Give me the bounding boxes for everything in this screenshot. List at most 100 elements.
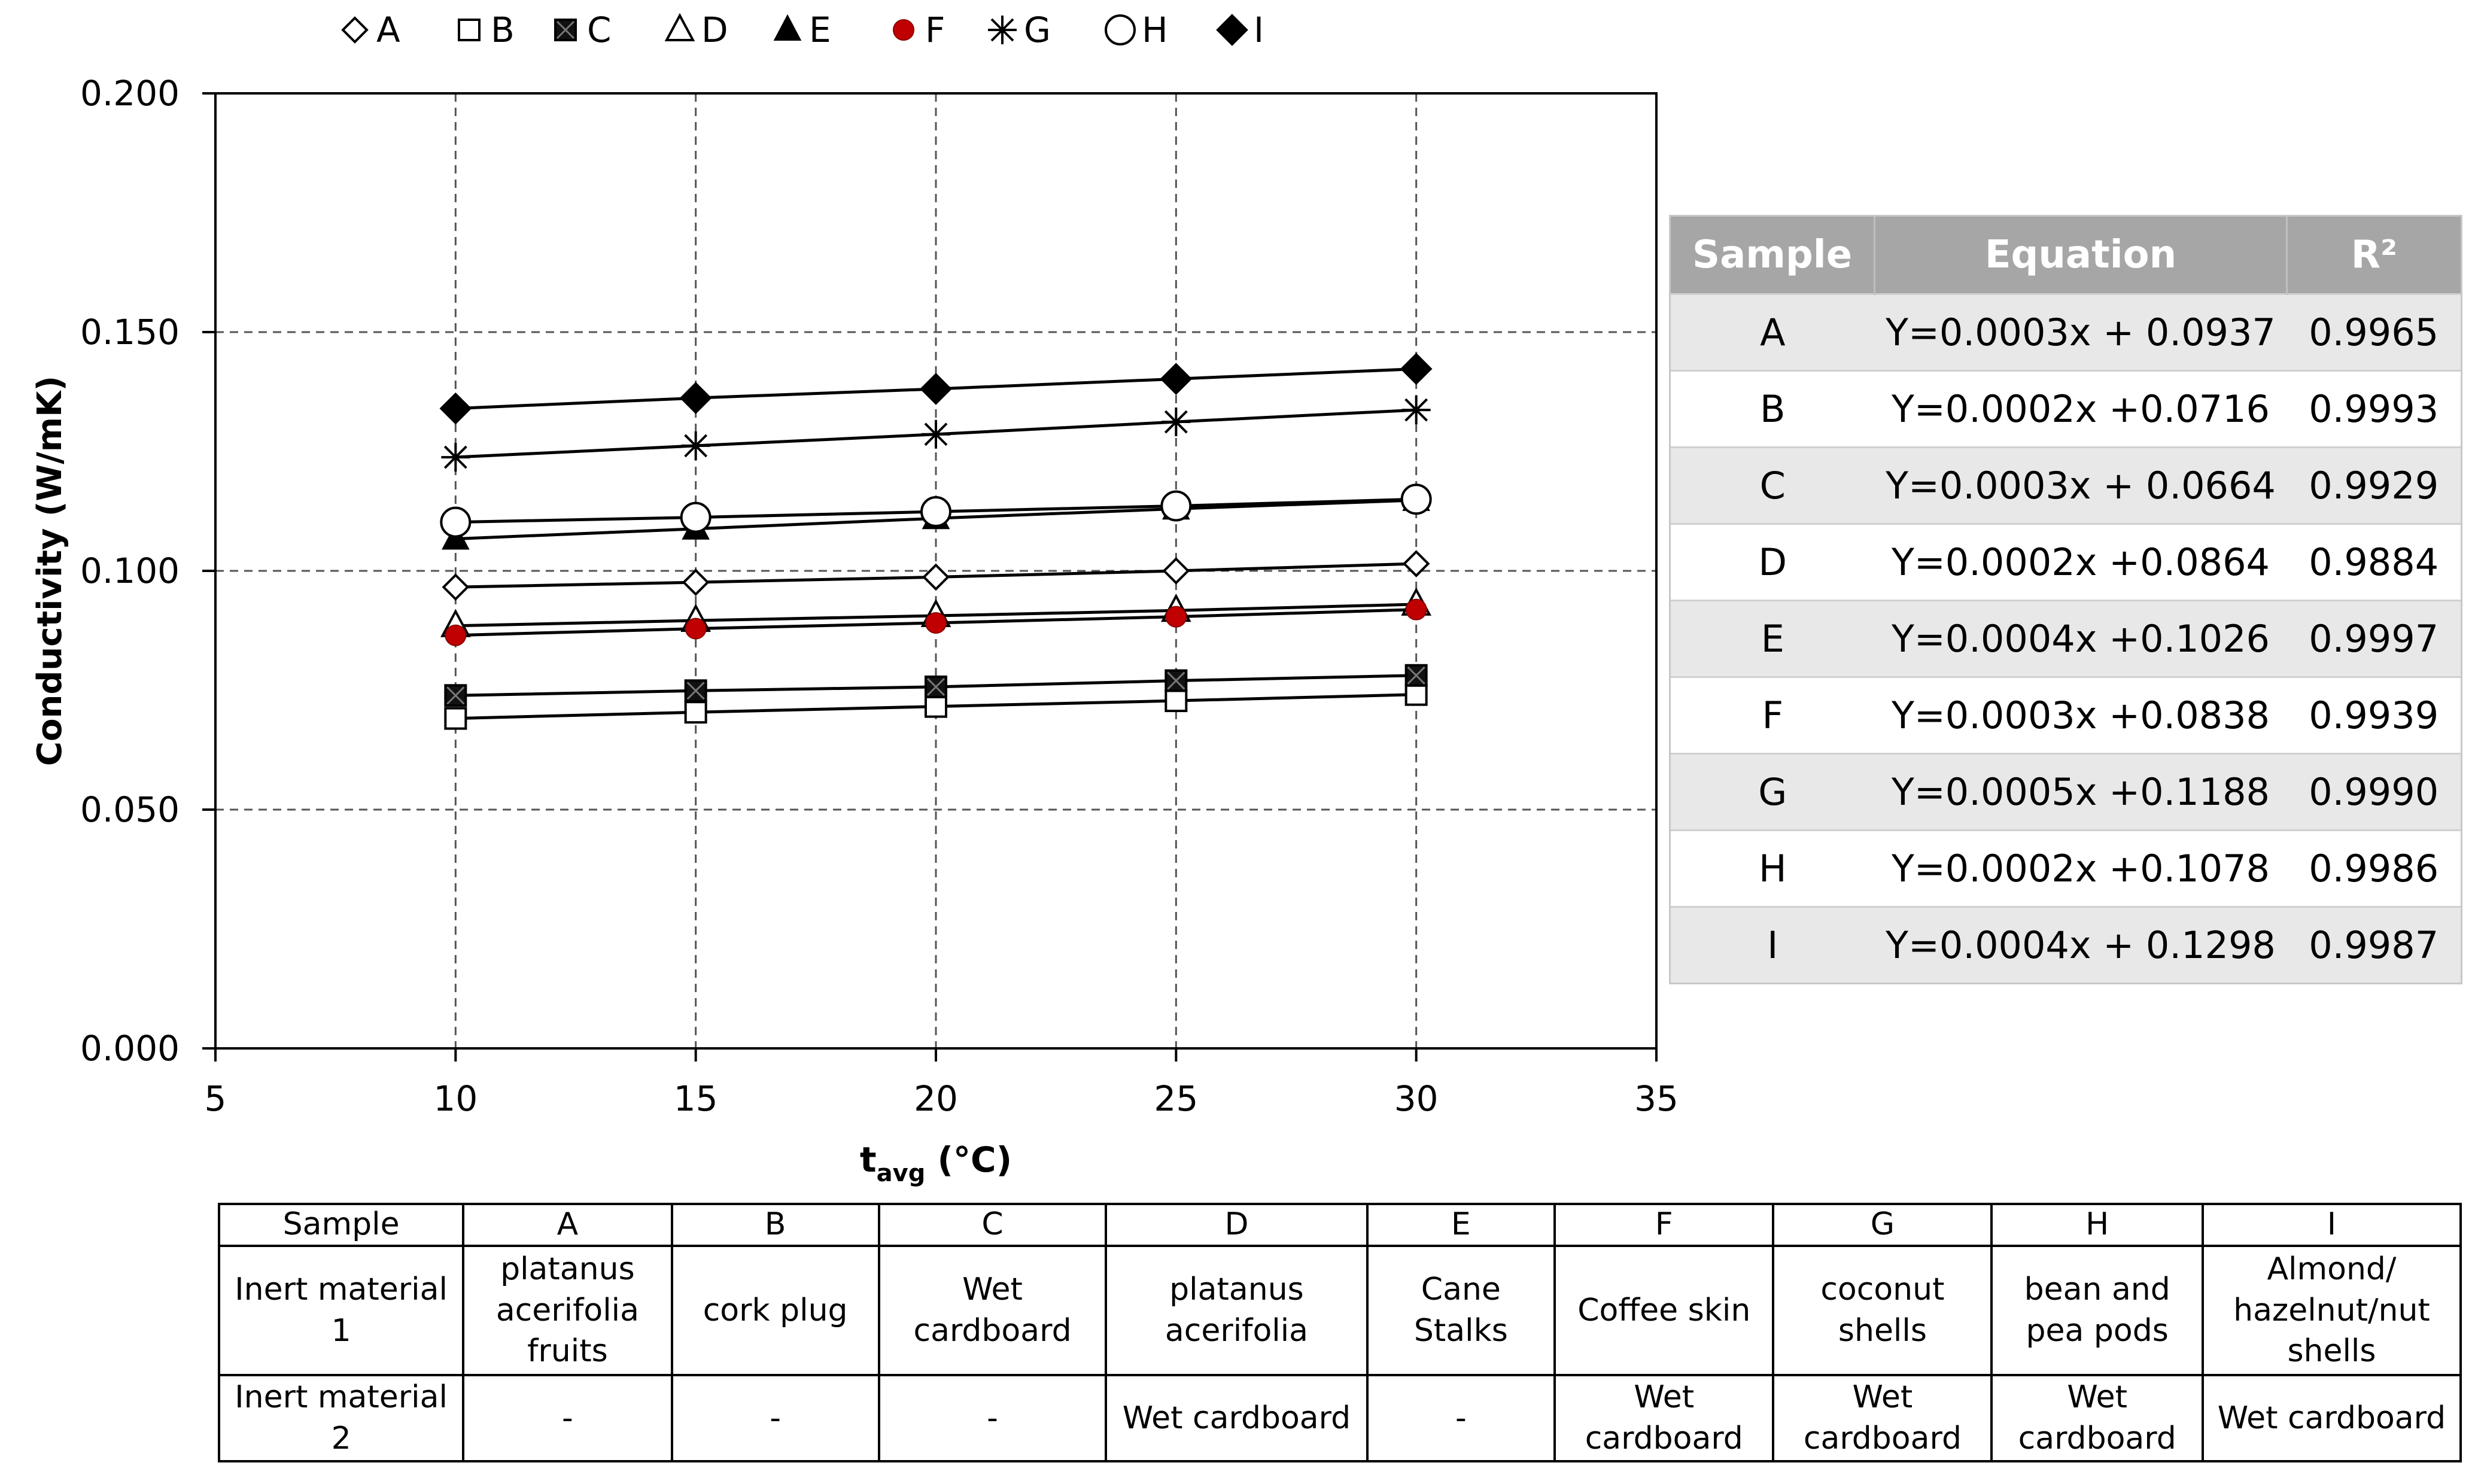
data-point-b (925, 695, 947, 718)
data-point-g (1162, 408, 1191, 437)
equation-cell-sample: E (1671, 600, 1875, 677)
data-point-g (441, 443, 470, 472)
data-point-f (445, 624, 467, 646)
x-tick-label: 25 (1154, 1078, 1198, 1119)
y-tick-label: 0.150 (80, 312, 180, 352)
legend-marker-e (773, 14, 802, 41)
data-point-h (1400, 483, 1432, 515)
equation-row: H Y=0.0002x +0.1078 0.9986 (1671, 829, 2461, 907)
y-tick-label: 0.200 (80, 73, 180, 114)
header-sample: Sample (1671, 217, 1876, 294)
legend-marker-c (554, 19, 577, 41)
equation-cell-sample: G (1671, 753, 1875, 831)
materials-inert1-cell: cork plug (670, 1245, 880, 1376)
equation-cell-equation: Y=0.0002x +0.0716 (1874, 370, 2287, 448)
equation-row: C Y=0.0003x + 0.0664 0.9929 (1671, 446, 2461, 524)
equation-cell-equation: Y=0.0003x +0.0838 (1874, 676, 2287, 754)
legend-marker-f (893, 19, 914, 41)
legend-label-f: F (925, 10, 945, 50)
y-tick-label: 0.050 (80, 789, 180, 830)
materials-sample-header: D (1105, 1203, 1369, 1247)
materials-inert1-cell: Cane Stalks (1366, 1245, 1556, 1376)
legend-label-e: E (809, 10, 831, 50)
equation-row: D Y=0.0002x +0.0864 0.9884 (1671, 523, 2461, 601)
data-point-c (684, 679, 707, 703)
data-point-f (925, 612, 947, 634)
equation-cell-sample: A (1671, 293, 1875, 371)
equation-cell-r2: 0.9987 (2287, 906, 2461, 983)
legend-label-b: B (491, 10, 515, 50)
materials-row1-label: Inert material 1 (217, 1245, 465, 1376)
data-point-c (925, 675, 947, 698)
materials-inert2-cell: Wet cardboard (1772, 1374, 1993, 1462)
equation-cell-equation: Y=0.0004x + 0.1298 (1874, 906, 2287, 983)
x-axis-label: tavg (°C) (860, 1139, 1012, 1187)
materials-inert2-cell: Wet cardboard (2201, 1374, 2462, 1462)
data-point-c (444, 684, 467, 707)
legend: A B C D E F G H I (341, 10, 1264, 50)
materials-row-inert-2: Inert material 2 - - - Wet cardboard - Wet ca… (217, 1374, 2462, 1462)
equation-cell-sample: D (1671, 523, 1875, 601)
legend-marker-h (1105, 14, 1136, 45)
data-point-h (920, 496, 951, 528)
legend-marker-g (988, 16, 1017, 44)
data-point-g (1401, 396, 1431, 425)
x-tick-label: 30 (1394, 1078, 1439, 1119)
materials-inert1-cell: Coffee skin (1553, 1245, 1775, 1376)
data-point-c (1164, 669, 1188, 692)
y-tick-label: 0.100 (80, 551, 180, 591)
equation-cell-equation: Y=0.0002x +0.0864 (1874, 523, 2287, 601)
materials-inert1-cell: platanus acerifolia (1105, 1245, 1369, 1376)
legend-marker-d (664, 13, 695, 41)
equation-cell-sample: H (1671, 829, 1875, 907)
equation-cell-sample: F (1671, 676, 1875, 754)
x-tick-label: 35 (1634, 1078, 1679, 1119)
materials-inert2-cell: Wet cardboard (1990, 1374, 2204, 1462)
data-point-a (1162, 557, 1190, 585)
equation-cell-equation: Y=0.0003x + 0.0664 (1874, 446, 2287, 524)
equation-row: F Y=0.0003x +0.0838 0.9939 (1671, 676, 2461, 754)
equation-table-header: Sample Equation R² (1671, 217, 2461, 294)
data-point-b (1404, 683, 1428, 706)
materials-inert2-cell: - (877, 1374, 1108, 1462)
equation-cell-equation: Y=0.0003x + 0.0937 (1874, 293, 2287, 371)
equation-row: I Y=0.0004x + 0.1298 0.9987 (1671, 906, 2461, 983)
data-point-b (1164, 689, 1188, 713)
materials-inert2-cell: Wet cardboard (1553, 1374, 1775, 1462)
equation-row: E Y=0.0004x +0.1026 0.9997 (1671, 600, 2461, 677)
x-tick-label: 10 (433, 1078, 478, 1119)
materials-sample-header: G (1772, 1203, 1993, 1247)
legend-marker-i (1216, 14, 1248, 46)
materials-inert2-cell: Wet cardboard (1105, 1374, 1369, 1462)
materials-sample-header: A (462, 1203, 673, 1247)
y-tick-label: 0.000 (80, 1028, 180, 1069)
data-point-c (1404, 664, 1428, 687)
legend-label-g: G (1024, 10, 1051, 50)
data-point-a (1402, 550, 1430, 577)
x-tick-label: 20 (914, 1078, 958, 1119)
data-point-h (440, 506, 472, 538)
materials-row2-label: Inert material 2 (217, 1374, 465, 1462)
data-point-b (684, 701, 707, 724)
data-point-f (685, 618, 707, 640)
equation-cell-sample: I (1671, 906, 1875, 983)
data-point-i (1160, 363, 1193, 396)
x-axis-label-main: t (860, 1139, 877, 1180)
data-point-i (1400, 352, 1433, 385)
equation-row: B Y=0.0002x +0.0716 0.9993 (1671, 370, 2461, 448)
data-point-i (679, 382, 712, 414)
equation-cell-equation: Y=0.0005x +0.1188 (1874, 753, 2287, 831)
equation-cell-r2: 0.9929 (2287, 446, 2461, 524)
equation-cell-sample: C (1671, 446, 1875, 524)
materials-sample-header: I (2201, 1203, 2462, 1247)
equation-cell-r2: 0.9997 (2287, 600, 2461, 677)
equation-table: Sample Equation R² A Y=0.0003x + 0.0937 0.… (1669, 215, 2462, 984)
equation-cell-r2: 0.9939 (2287, 676, 2461, 754)
materials-row-inert-1: Inert material 1 platanus acerifolia fru… (217, 1245, 2462, 1376)
axes: 0.000 0.050 0.100 0.150 0.200 5 10 15 20 25 30 35 (80, 73, 1679, 1119)
series (439, 352, 1433, 730)
y-axis-label: Conductivity (W/mK) (31, 376, 69, 766)
materials-sample-header: B (670, 1203, 880, 1247)
